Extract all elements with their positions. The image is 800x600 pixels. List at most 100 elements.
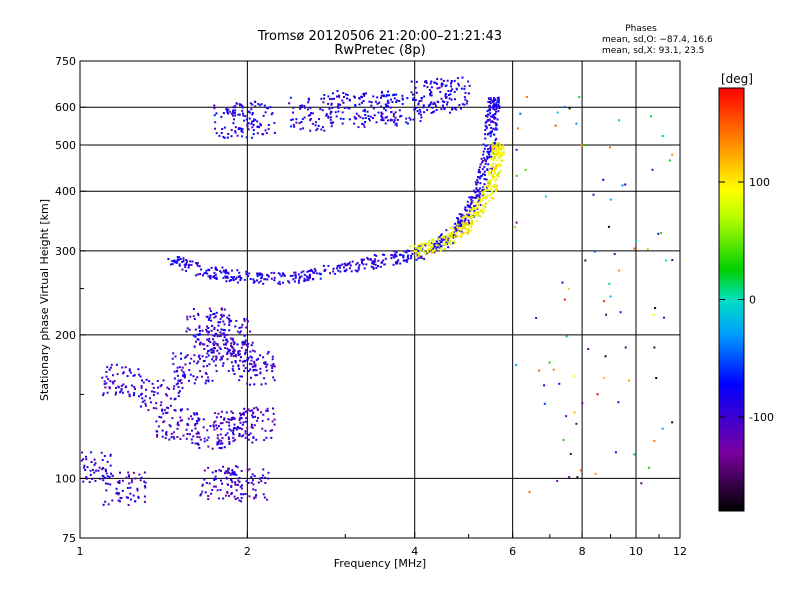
echo-point [232,114,234,117]
echo-point [250,476,253,478]
echo-point [596,393,599,396]
echo-point [486,119,489,121]
echo-point [493,155,496,158]
echo-point [121,366,124,369]
echo-point [162,379,165,382]
echo-point [216,489,219,492]
echo-point [390,119,393,122]
echo-point [386,119,389,122]
echo-point [115,391,118,394]
echo-point [224,343,227,346]
echo-point [214,412,217,415]
echo-point [208,482,211,485]
echo-point [624,346,627,349]
echo-point [403,250,406,253]
stats-line-o: mean, sd,O: −87.4, 16.6 [602,35,713,45]
echo-point [401,94,404,97]
echo-point [312,278,315,281]
echo-point [480,157,483,160]
echo-point [378,101,381,104]
echo-point [633,247,636,250]
echo-point [242,434,245,437]
echo-point [231,111,234,113]
echo-point [406,122,409,125]
echo-point [245,343,248,346]
echo-point [213,114,216,117]
echo-point [491,175,494,178]
echo-point [373,254,376,257]
y-tick-label: 750 [55,55,76,68]
echo-point [281,273,284,276]
echo-point [227,271,229,274]
echo-point [204,271,207,274]
echo-point [186,354,189,357]
echo-point [671,421,674,424]
echo-point [253,350,256,353]
echo-point [205,482,208,484]
echo-point [199,273,202,275]
echo-point [498,107,501,109]
echo-point [220,446,223,449]
echo-point [370,265,373,268]
echo-point [219,321,222,324]
echo-point [169,263,172,266]
echo-point [232,431,234,434]
echo-point [380,94,383,97]
echo-point [342,118,345,120]
echo-point [372,107,375,110]
echo-point [429,248,432,251]
echo-point [219,358,222,361]
echo-point [430,112,433,114]
echo-point [456,77,459,80]
echo-point [249,383,251,386]
x-tick-label: 10 [629,545,643,558]
echo-point [176,258,179,261]
echo-point [350,270,353,273]
echo-point [476,201,479,204]
echo-point [234,114,237,117]
echo-point [427,248,430,251]
echo-point [198,325,201,328]
echo-point [458,213,461,216]
echo-point [494,186,497,189]
echo-point [226,472,229,474]
echo-point [409,245,412,248]
echo-point [460,87,463,90]
echo-point [660,232,662,234]
echo-point [495,101,498,104]
echo-point [143,500,146,503]
echo-point [374,258,376,261]
echo-point [483,183,486,186]
echo-point [306,278,309,281]
echo-point [234,131,237,134]
echo-point [498,98,500,101]
echo-point [341,111,344,114]
echo-point [211,471,214,474]
echo-point [442,238,445,241]
echo-point [231,417,234,419]
echo-point [474,181,477,184]
echo-point [155,402,158,405]
echo-point [265,436,268,439]
echo-point [454,242,457,244]
echo-point [359,116,362,119]
echo-point [502,144,504,147]
echo-point [423,95,426,98]
echo-point [251,473,254,476]
echo-point [269,429,272,432]
echo-point [201,490,204,493]
echo-point [140,386,143,389]
echo-point [188,369,191,371]
echo-point [234,361,237,364]
echo-point [460,229,462,232]
echo-point [244,341,247,344]
echo-point [396,260,399,263]
echo-point [188,263,191,266]
echo-point [197,417,200,420]
echo-point [181,268,184,271]
echo-point [491,147,494,150]
echo-point [440,97,443,100]
echo-point [204,382,207,385]
echo-point [93,463,96,466]
echo-point [408,116,411,119]
